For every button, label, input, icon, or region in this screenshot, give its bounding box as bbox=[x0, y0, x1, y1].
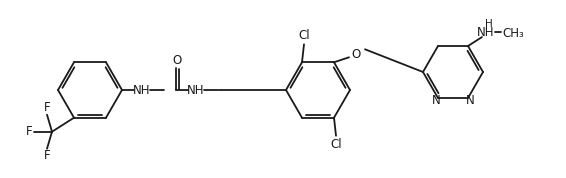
Text: F: F bbox=[44, 101, 50, 114]
Text: F: F bbox=[25, 125, 32, 138]
Text: N: N bbox=[466, 95, 474, 108]
Text: O: O bbox=[173, 54, 182, 67]
Text: NH: NH bbox=[187, 83, 205, 96]
Text: NH: NH bbox=[477, 25, 495, 38]
Text: Cl: Cl bbox=[298, 29, 310, 42]
Text: H: H bbox=[485, 19, 493, 29]
Text: O: O bbox=[351, 48, 361, 61]
Text: NH: NH bbox=[133, 83, 151, 96]
Text: CH₃: CH₃ bbox=[502, 27, 524, 40]
Text: N: N bbox=[432, 95, 440, 108]
Text: F: F bbox=[44, 149, 50, 162]
Text: Cl: Cl bbox=[330, 138, 342, 151]
